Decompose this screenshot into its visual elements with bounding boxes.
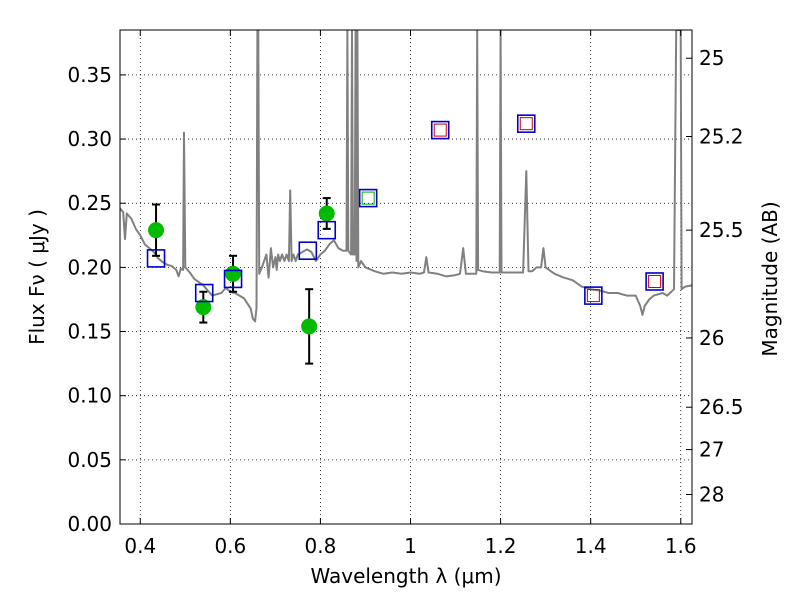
y2-tick-label: 25 (699, 46, 724, 70)
model-photometry-square (146, 249, 166, 268)
marker-layer (146, 114, 664, 365)
photometry-small-square (433, 123, 447, 137)
x-tick-label: 1 (404, 534, 417, 558)
model-photometry-square (358, 188, 378, 208)
x-tick-label: 1.2 (485, 534, 517, 558)
photometry-small-square (586, 289, 600, 303)
y-tick-label: 0.05 (67, 448, 112, 472)
axis-ticks (120, 30, 692, 525)
model-spectrum-line (120, 30, 692, 323)
observed-point (301, 318, 318, 335)
y-tick-label: 0.20 (67, 255, 112, 279)
x-tick-label: 1.6 (665, 534, 697, 558)
x-axis-label: Wavelength λ (μm) (310, 564, 501, 588)
model-photometry-square (645, 272, 664, 291)
model-photometry-square (516, 114, 536, 133)
y2-tick-label: 26 (699, 326, 724, 350)
y2-tick-label: 25.5 (699, 218, 744, 242)
y-tick-label: 0.00 (67, 512, 112, 536)
tick-labels: 0.4 0.6 0.8 1 1.2 1.4 1.6 0.00 0.05 0.10 0.15 0.20 0… (67, 46, 743, 558)
model-photometry-square (430, 120, 450, 140)
photometry-small-square (361, 191, 375, 205)
observed-point (318, 205, 335, 222)
y-tick-label: 0.10 (67, 384, 112, 408)
spectrum-layer (120, 30, 692, 323)
photometry-small-square (519, 117, 533, 131)
model-photometry-square (194, 283, 214, 303)
model-photometry-square (298, 241, 318, 260)
model-photometry-square (584, 286, 603, 305)
y-tick-label: 0.15 (67, 320, 112, 344)
y2-tick-label: 26.5 (699, 395, 744, 419)
y-tick-label: 0.25 (67, 191, 112, 215)
x-tick-label: 0.4 (124, 534, 156, 558)
plot-area (120, 30, 692, 365)
x-tick-label: 1.4 (575, 534, 607, 558)
photometry-small-square (648, 274, 662, 288)
y-tick-label: 0.35 (67, 63, 112, 87)
y2-tick-label: 28 (699, 482, 724, 506)
grid-lines (120, 30, 692, 525)
observed-point (148, 222, 165, 239)
x-tick-label: 0.6 (214, 534, 246, 558)
observed-point (195, 299, 212, 316)
plot-frame (119, 29, 693, 525)
y2-axis-label: Magnitude (AB) (758, 201, 782, 356)
observed-point (225, 265, 242, 282)
model-photometry-square (223, 269, 243, 289)
x-tick-label: 0.8 (305, 534, 337, 558)
model-photometry-square (317, 220, 337, 240)
y-tick-label: 0.30 (67, 127, 112, 151)
y2-tick-label: 25.2 (699, 124, 744, 148)
y-axis-label: Flux Fν ( μJy ) (25, 209, 49, 345)
y2-tick-label: 27 (699, 438, 724, 462)
